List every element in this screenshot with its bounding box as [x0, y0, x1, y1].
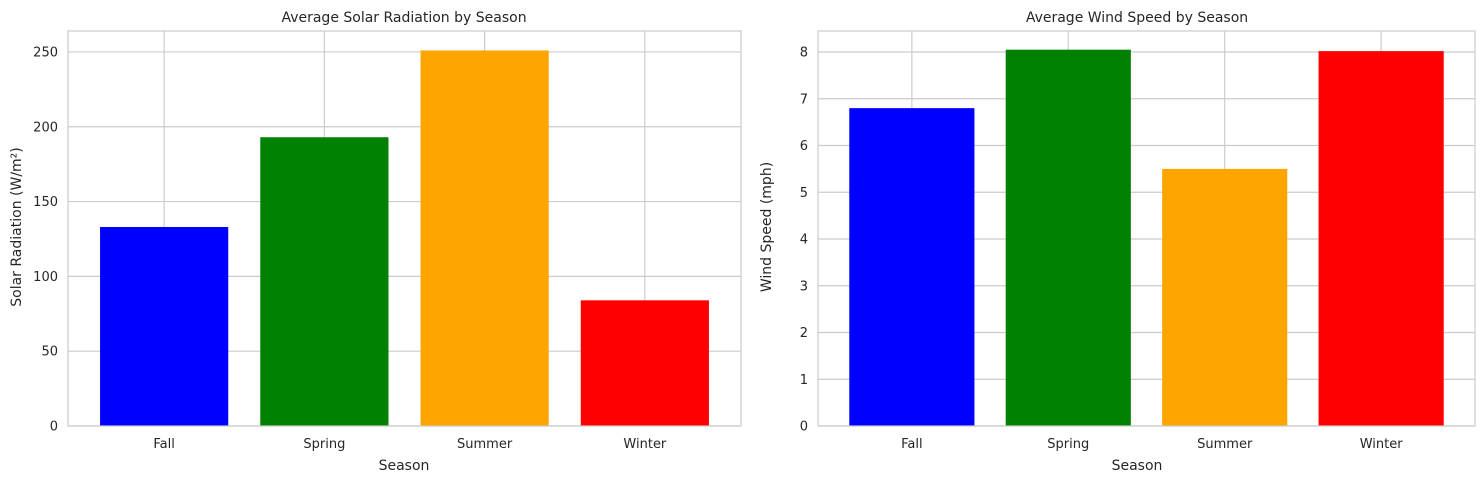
bar-summer [1162, 168, 1288, 426]
y-tick-label: 2 [800, 326, 808, 341]
y-tick-label: 3 [800, 279, 808, 294]
x-tick-label: Winter [623, 437, 667, 452]
x-tick-label: Fall [153, 437, 174, 452]
plot-frame [67, 30, 742, 427]
y-tick-label: 100 [33, 270, 58, 285]
y-tick-label: 1 [800, 373, 808, 388]
y-tick-label: 8 [800, 46, 808, 61]
x-tick-label: Spring [303, 437, 345, 452]
solar-radiation-chart: 0 50 100 150 200 250 Fall Spring Summer Winter Av… [9, 10, 742, 474]
y-tick-label: 5 [800, 186, 808, 201]
wind-speed-chart: 0 1 2 3 4 5 6 7 8 Fall Spring Summer Winter Average … [759, 10, 1476, 474]
plot-frame [817, 30, 1476, 427]
y-axis-label: Wind Speed (mph) [759, 162, 775, 292]
y-tick-label: 50 [41, 345, 58, 360]
x-tick-label: Summer [457, 437, 513, 452]
x-tick-label: Summer [1197, 437, 1253, 452]
x-tick-label: Spring [1047, 437, 1089, 452]
y-tick-label: 150 [33, 195, 58, 210]
chart-title: Average Solar Radiation by Season [281, 10, 526, 26]
x-axis-label: Season [1112, 458, 1163, 474]
bar-fall [100, 227, 229, 426]
y-tick-label: 250 [33, 45, 58, 60]
bar-fall [849, 108, 975, 426]
bar-spring [260, 137, 389, 426]
bar-winter [1318, 51, 1444, 427]
x-tick-label: Winter [1360, 437, 1404, 452]
bar-summer [420, 50, 549, 427]
y-tick-label: 4 [800, 233, 808, 248]
y-tick-label: 7 [800, 92, 808, 107]
y-tick-label: 200 [33, 120, 58, 135]
bar-winter [580, 300, 709, 426]
y-tick-label: 0 [50, 420, 58, 435]
y-tick-label: 0 [800, 420, 808, 435]
y-axis-label: Solar Radiation (W/m²) [9, 147, 25, 306]
plot-area: 0 1 2 3 4 5 6 7 8 Fall Spring Summer Winter [800, 30, 1476, 452]
bar-spring [1005, 49, 1131, 427]
x-axis-label: Season [379, 458, 430, 474]
y-tick-label: 6 [800, 139, 808, 154]
x-tick-label: Fall [901, 437, 922, 452]
plot-area: 0 50 100 150 200 250 Fall Spring Summer Winter [33, 30, 742, 452]
chart-title: Average Wind Speed by Season [1026, 10, 1248, 26]
